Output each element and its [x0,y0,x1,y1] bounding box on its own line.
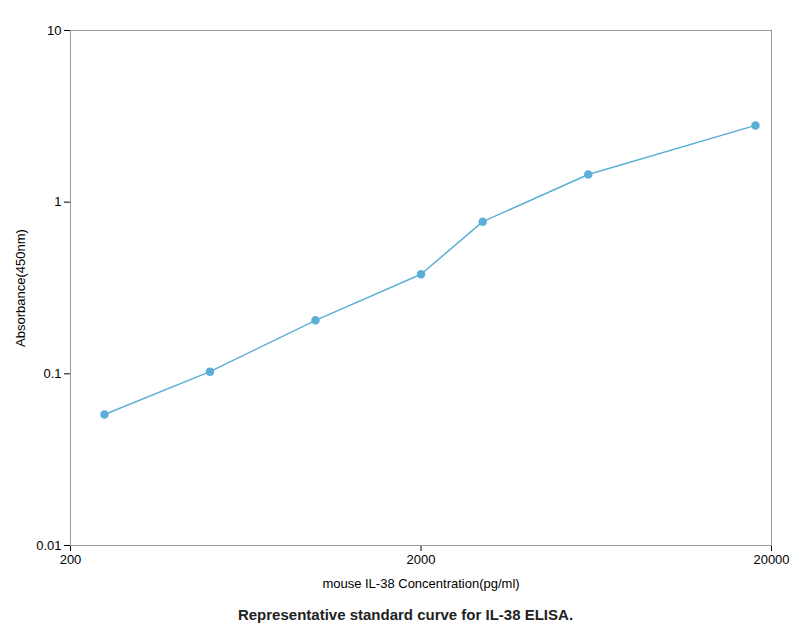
svg-text:10: 10 [47,23,61,38]
svg-text:Absorbance(450nm): Absorbance(450nm) [13,229,28,347]
svg-text:2000: 2000 [407,552,436,567]
svg-text:0.1: 0.1 [43,366,61,381]
svg-text:20000: 20000 [753,552,789,567]
svg-text:mouse IL-38 Concentration(pg/m: mouse IL-38 Concentration(pg/ml) [322,576,519,591]
svg-text:1: 1 [54,194,61,209]
svg-text:0.01: 0.01 [36,538,61,553]
svg-text:200: 200 [60,552,82,567]
html-text:Representative standard curve: Representative standard curve for IL-38 … [237,606,573,623]
